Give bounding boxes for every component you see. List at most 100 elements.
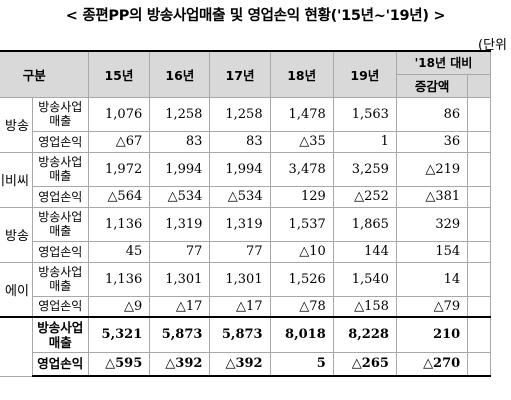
cell: △10 xyxy=(269,240,334,263)
cell: △17 xyxy=(149,295,211,318)
table-row: 영업손익 △9 △17 △17 △78 △158 △79 xyxy=(0,295,491,318)
row-label: 영업손익 xyxy=(31,351,89,377)
change-cell: 36 xyxy=(395,130,469,153)
extra-cell xyxy=(467,151,491,187)
table-title: < 종편PP의 방송사업매출 및 영업손익 현황('15년~'19년) > xyxy=(65,8,446,24)
cell: 1,478 xyxy=(269,96,334,132)
cell: 77 xyxy=(209,240,271,263)
cell: 1 xyxy=(332,130,397,153)
cell: 1,865 xyxy=(332,206,397,242)
table-row: 에이 방송사업 매출 1,136 1,301 1,301 1,526 1,540… xyxy=(0,261,491,318)
group-name: 방송 xyxy=(0,96,33,153)
row-label: 방송사업 매출 xyxy=(31,151,89,187)
cell: 1,540 xyxy=(332,261,397,297)
row-label: 영업손익 xyxy=(31,185,89,208)
row-label: 방송사업 매출 xyxy=(31,316,89,353)
header-year-19: 19년 xyxy=(332,50,397,98)
cell: △67 xyxy=(87,130,151,153)
change-cell: 86 xyxy=(395,96,469,132)
table-row: 영업손익 45 77 77 △10 144 154 xyxy=(0,240,491,263)
cell: 1,537 xyxy=(269,206,334,242)
cell: 1,994 xyxy=(149,151,211,187)
change-cell: 210 xyxy=(395,316,469,353)
cell: 77 xyxy=(149,240,211,263)
cell: 5,321 xyxy=(87,316,151,353)
revenue-table: 구분 15년 16년 17년 18년 19년 '18년 대비 증감액 방송 방송… xyxy=(0,50,492,377)
cell: 1,319 xyxy=(209,206,271,242)
cell: 1,136 xyxy=(87,261,151,297)
cell: △564 xyxy=(87,185,151,208)
cell: △158 xyxy=(332,295,397,318)
cell: 5,873 xyxy=(209,316,271,353)
cell: 1,258 xyxy=(149,96,211,132)
change-cell: △219 xyxy=(395,151,469,187)
extra-cell xyxy=(467,206,491,242)
header-year-16: 16년 xyxy=(149,50,211,98)
cell: 144 xyxy=(332,240,397,263)
cell: 83 xyxy=(209,130,271,153)
total-row: 방송사업 매출 5,321 5,873 5,873 8,018 8,228 21… xyxy=(0,316,491,377)
unit-note: (단위 xyxy=(478,38,507,53)
cell: 1,526 xyxy=(269,261,334,297)
extra-cell xyxy=(467,130,491,153)
cell: 1,994 xyxy=(209,151,271,187)
cell: 1,258 xyxy=(209,96,271,132)
change-cell: 154 xyxy=(395,240,469,263)
cell: △534 xyxy=(149,185,211,208)
extra-cell xyxy=(467,261,491,297)
row-label: 영업손익 xyxy=(31,240,89,263)
group-name: 에이 xyxy=(0,261,33,318)
cell: △595 xyxy=(87,351,151,377)
cell: △9 xyxy=(87,295,151,318)
header-year-17: 17년 xyxy=(209,50,271,98)
cell: 1,136 xyxy=(87,206,151,242)
row-label: 방송사업 매출 xyxy=(31,96,89,132)
cell: 45 xyxy=(87,240,151,263)
cell: 129 xyxy=(269,185,334,208)
cell: △35 xyxy=(269,130,334,153)
cell: △17 xyxy=(209,295,271,318)
header-change-extra xyxy=(467,73,491,98)
row-label: 영업손익 xyxy=(31,295,89,318)
header-year-18: 18년 xyxy=(269,50,334,98)
table-row: 비비씨 방송사업 매출 1,972 1,994 1,994 3,478 3,25… xyxy=(0,151,491,208)
extra-cell xyxy=(467,351,491,377)
cell: 5 xyxy=(269,351,334,377)
extra-cell xyxy=(467,185,491,208)
cell: △534 xyxy=(209,185,271,208)
group-name: 방송 xyxy=(0,206,33,263)
header-row: 구분 15년 16년 17년 18년 19년 '18년 대비 xyxy=(0,50,492,98)
change-cell: △79 xyxy=(395,295,469,318)
cell: △265 xyxy=(332,351,397,377)
total-row: 영업손익 △595 △392 △392 5 △265 △270 xyxy=(0,351,491,377)
row-label: 방송사업 매출 xyxy=(31,206,89,242)
cell: 5,873 xyxy=(149,316,211,353)
cell: 3,478 xyxy=(269,151,334,187)
cell: △392 xyxy=(209,351,271,377)
cell: 1,076 xyxy=(87,96,151,132)
cell: 8,228 xyxy=(332,316,397,353)
change-cell: 14 xyxy=(395,261,469,297)
cell: 1,972 xyxy=(87,151,151,187)
cell: 1,301 xyxy=(149,261,211,297)
cell: 3,259 xyxy=(332,151,397,187)
extra-cell xyxy=(467,295,491,318)
cell: △78 xyxy=(269,295,334,318)
header-change: 증감액 xyxy=(395,73,469,98)
group-name: 비비씨 xyxy=(0,151,33,208)
cell: 83 xyxy=(149,130,211,153)
cell: 1,319 xyxy=(149,206,211,242)
row-label: 방송사업 매출 xyxy=(31,261,89,297)
extra-cell xyxy=(467,240,491,263)
header-year-15: 15년 xyxy=(87,50,151,98)
change-cell: △270 xyxy=(395,351,469,377)
extra-cell xyxy=(467,96,491,132)
table-row: 방송 방송사업 매출 1,136 1,319 1,319 1,537 1,865… xyxy=(0,206,491,263)
header-compare: '18년 대비 xyxy=(395,50,492,75)
table-row: 영업손익 △564 △534 △534 129 △252 △381 xyxy=(0,185,491,208)
row-label: 영업손익 xyxy=(31,130,89,153)
header-subrow: 증감액 xyxy=(0,73,491,98)
cell: △392 xyxy=(149,351,211,377)
table-row: 방송 방송사업 매출 1,076 1,258 1,258 1,478 1,563… xyxy=(0,96,491,153)
